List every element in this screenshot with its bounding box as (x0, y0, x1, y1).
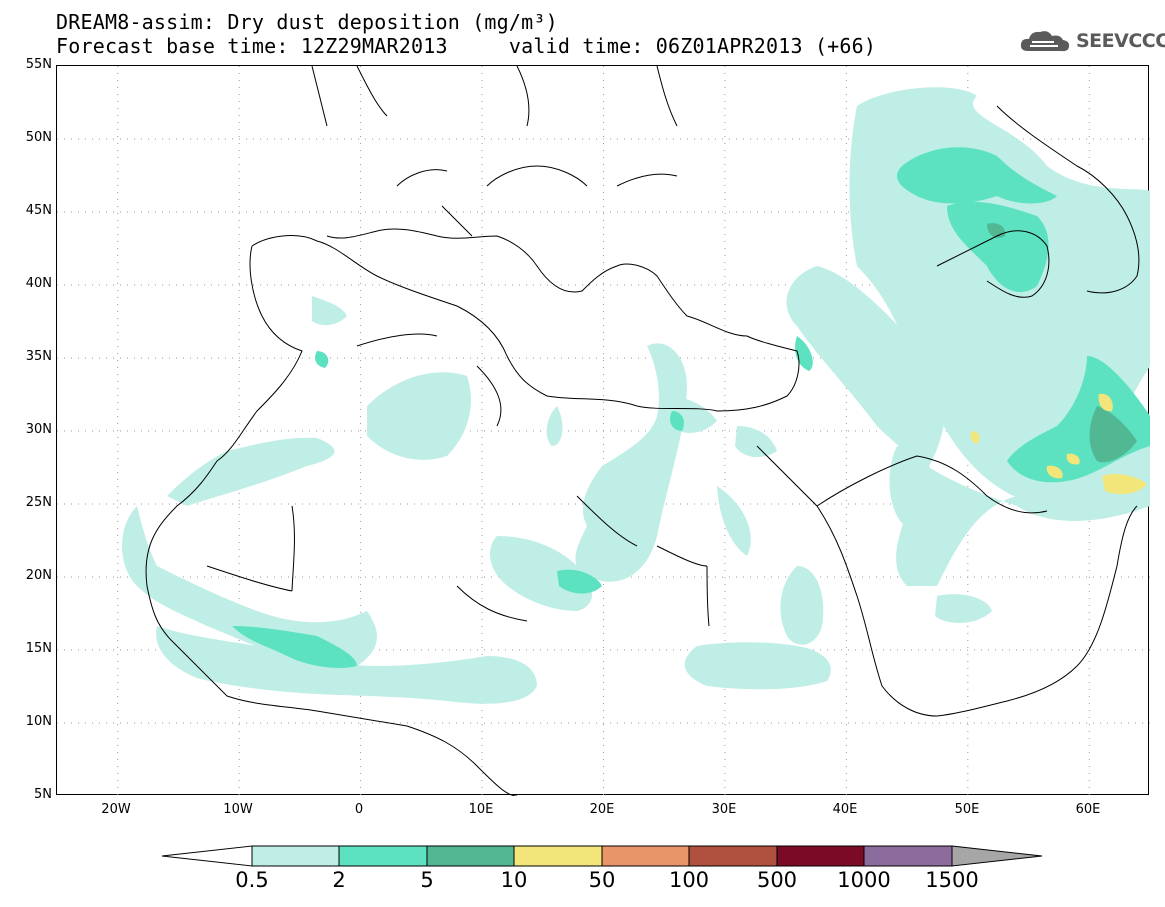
legend-swatch (513, 845, 603, 867)
legend-label: 10 (500, 868, 528, 892)
logo-text: SEEVCCC (1076, 30, 1165, 52)
legend-label: 0.5 (235, 868, 269, 892)
lon-label: 20W (101, 802, 131, 817)
lat-label: 25N (25, 495, 52, 510)
cloud-icon (1020, 31, 1070, 52)
lon-label: 30E (711, 802, 737, 817)
map-title: DREAM8-assim: Dry dust deposition (mg/m³… (56, 10, 558, 34)
legend-label: 2 (332, 868, 346, 892)
legend-swatch (601, 845, 690, 867)
lat-label: 20N (25, 568, 52, 583)
lon-label: 40E (832, 802, 858, 817)
lon-label: 10W (223, 802, 253, 817)
lon-label: 20E (589, 802, 615, 817)
legend-label: 1500 (925, 868, 979, 892)
legend-swatch (863, 845, 953, 867)
lat-label: 10N (25, 714, 52, 729)
legend-swatch (338, 845, 428, 867)
legend-label: 1000 (837, 868, 891, 892)
color-legend (161, 845, 1043, 867)
forecast-times: Forecast base time: 12Z29MAR2013 valid t… (56, 34, 877, 58)
legend-label: 5 (420, 868, 434, 892)
lon-label: 60E (1075, 802, 1101, 817)
legend-label: 100 (668, 868, 710, 892)
lat-label: 55N (25, 57, 52, 72)
legend-label: 50 (588, 868, 616, 892)
lat-label: 45N (25, 203, 52, 218)
legend-swatch (776, 845, 865, 867)
lon-label: 10E (468, 802, 494, 817)
legend-swatch (688, 845, 778, 867)
legend-swatch (426, 845, 515, 867)
lat-label: 50N (25, 130, 52, 145)
lat-label: 15N (25, 641, 52, 656)
lat-label: 40N (25, 276, 52, 291)
legend-label: 500 (756, 868, 798, 892)
lat-label: 30N (25, 422, 52, 437)
map-area (56, 65, 1150, 796)
dust-peak-areas (970, 393, 1147, 495)
seevccc-logo: SEEVCCC (1018, 26, 1165, 56)
lon-label: 0 (354, 802, 364, 817)
dust-map (57, 66, 1150, 796)
lat-label: 5N (34, 787, 52, 802)
legend-high-arrow (951, 845, 1043, 867)
lon-label: 50E (954, 802, 980, 817)
coastlines (145, 66, 1140, 796)
lat-label: 35N (25, 349, 52, 364)
legend-low-arrow (161, 845, 253, 867)
legend-swatch (251, 845, 340, 867)
